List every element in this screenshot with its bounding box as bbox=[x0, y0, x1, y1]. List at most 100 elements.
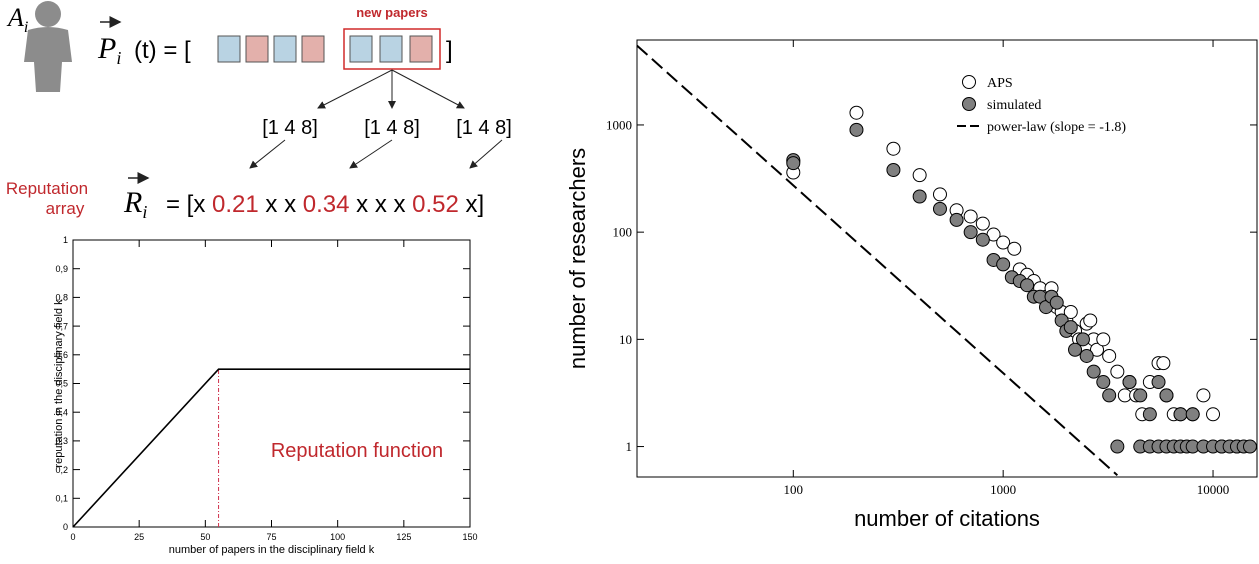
point bbox=[849, 122, 864, 137]
point bbox=[949, 212, 964, 227]
rv-part: = [x bbox=[166, 191, 212, 218]
x-tick-label: 50 bbox=[200, 532, 210, 542]
y-tick-label: 1 bbox=[63, 235, 68, 245]
paper-vector-close: ] bbox=[446, 37, 453, 64]
line bbox=[72, 368, 470, 528]
agent-icon bbox=[24, 1, 72, 92]
y-tick-label: 0 bbox=[63, 522, 68, 532]
point bbox=[996, 257, 1011, 272]
x-axis-label: number of papers in the disciplinary fie… bbox=[169, 544, 375, 556]
point bbox=[1079, 348, 1094, 363]
point bbox=[963, 209, 978, 224]
r-index: i bbox=[142, 202, 147, 222]
point bbox=[1049, 295, 1064, 310]
point bbox=[1063, 304, 1078, 319]
point bbox=[1196, 388, 1211, 403]
y-axis-label: reputation in the disciplinary field k bbox=[53, 299, 65, 468]
agent-symbol: A bbox=[6, 3, 24, 32]
new-papers-label: new papers bbox=[356, 5, 428, 20]
paper-icons bbox=[217, 35, 433, 63]
y-tick-label: 0,5 bbox=[55, 379, 68, 389]
rv-value: 0.52 bbox=[412, 191, 459, 218]
rv-value: 0.34 bbox=[303, 191, 350, 218]
point bbox=[1110, 439, 1125, 454]
point bbox=[1102, 348, 1117, 363]
rv-part: x x x bbox=[349, 191, 412, 218]
legend-label: power-law (slope = -1.8) bbox=[987, 120, 1126, 135]
point bbox=[1020, 278, 1035, 293]
x-axis-label: number of citations bbox=[854, 506, 1040, 531]
point bbox=[932, 187, 947, 202]
legend-label: APS bbox=[987, 76, 1013, 91]
field-vector: [1 4 8] bbox=[456, 117, 512, 139]
paper-vector-rest: (t) = [ bbox=[134, 37, 191, 64]
point bbox=[912, 189, 927, 204]
y-tick-label: 0,2 bbox=[55, 465, 68, 475]
y-tick-label: 0,3 bbox=[55, 436, 68, 446]
point bbox=[886, 162, 901, 177]
x-tick-label: 0 bbox=[70, 532, 75, 542]
point bbox=[1110, 364, 1125, 379]
point bbox=[1173, 407, 1188, 422]
y-tick-label: 0,9 bbox=[55, 264, 68, 274]
x-tick-label: 100 bbox=[784, 482, 804, 497]
y-tick-label: 0,8 bbox=[55, 293, 68, 303]
reputation-label: array bbox=[46, 199, 85, 218]
point bbox=[932, 201, 947, 216]
point bbox=[1075, 332, 1090, 347]
y-tick-label: 1000 bbox=[606, 117, 632, 132]
legend-symbol bbox=[962, 75, 976, 89]
x-tick-label: 25 bbox=[134, 532, 144, 542]
y-tick-label: 10 bbox=[619, 332, 632, 347]
point bbox=[1159, 388, 1174, 403]
y-tick-label: 1 bbox=[626, 439, 633, 454]
point bbox=[886, 141, 901, 156]
legend-symbol bbox=[962, 97, 976, 111]
agent-index: i bbox=[24, 19, 28, 36]
y-tick-label: 100 bbox=[613, 225, 633, 240]
x-tick-label: 125 bbox=[396, 532, 411, 542]
point bbox=[1156, 356, 1171, 371]
x-tick-label: 1000 bbox=[990, 482, 1016, 497]
arrows bbox=[249, 69, 503, 169]
point bbox=[1133, 388, 1148, 403]
point bbox=[1086, 364, 1101, 379]
p-symbol: P bbox=[97, 32, 116, 65]
point bbox=[912, 168, 927, 183]
power-law-line bbox=[636, 44, 1119, 476]
p-index: i bbox=[116, 48, 121, 68]
point bbox=[849, 105, 864, 120]
point bbox=[786, 156, 801, 171]
field-vector: [1 4 8] bbox=[364, 117, 420, 139]
x-tick-label: 75 bbox=[266, 532, 276, 542]
point bbox=[1242, 439, 1257, 454]
y-tick-label: 0,7 bbox=[55, 321, 68, 331]
point bbox=[1083, 313, 1098, 328]
point bbox=[996, 235, 1011, 250]
point bbox=[975, 216, 990, 231]
y-tick-label: 0,6 bbox=[55, 350, 68, 360]
y-tick-label: 0,1 bbox=[55, 493, 68, 503]
point bbox=[1151, 375, 1166, 390]
point bbox=[1142, 407, 1157, 422]
point bbox=[1185, 407, 1200, 422]
field-vector: [1 4 8] bbox=[262, 117, 318, 139]
y-tick-label: 0,4 bbox=[55, 407, 68, 417]
point bbox=[1102, 388, 1117, 403]
x-tick-label: 10000 bbox=[1197, 482, 1230, 497]
rv-part: x] bbox=[459, 191, 484, 218]
point bbox=[1096, 332, 1111, 347]
point bbox=[1068, 342, 1083, 357]
r-symbol: R bbox=[123, 186, 142, 219]
point bbox=[1122, 375, 1137, 390]
legend-label: simulated bbox=[987, 98, 1041, 113]
new-papers-box bbox=[343, 28, 441, 70]
rv-part: x x bbox=[259, 191, 303, 218]
point bbox=[963, 225, 978, 240]
point bbox=[975, 232, 990, 247]
reputation-label: Reputation bbox=[6, 179, 88, 198]
point bbox=[1090, 342, 1105, 357]
y-axis-label: number of researchers bbox=[565, 148, 590, 369]
